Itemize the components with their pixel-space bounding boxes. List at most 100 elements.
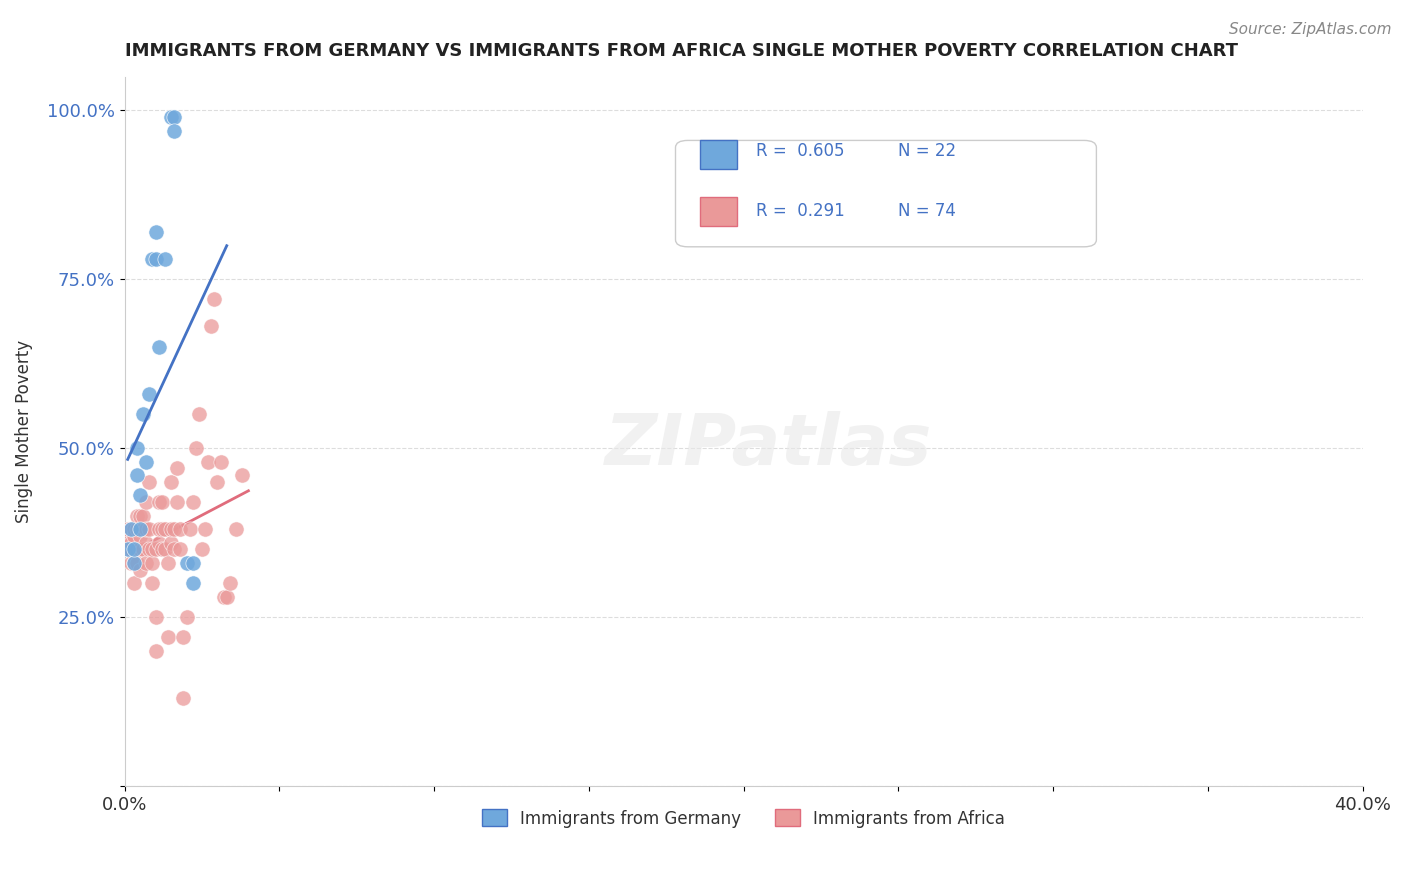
- Point: [132, 542, 155, 557]
- Point: [141, 542, 163, 557]
- Point: [166, 495, 188, 509]
- Point: [135, 522, 157, 536]
- Point: [148, 340, 170, 354]
- Text: ZIPatlas: ZIPatlas: [605, 411, 932, 480]
- Point: [163, 522, 186, 536]
- Point: [122, 576, 145, 591]
- Point: [138, 542, 160, 557]
- Point: [129, 542, 152, 557]
- Y-axis label: Single Mother Poverty: Single Mother Poverty: [15, 340, 32, 523]
- Point: [218, 576, 240, 591]
- Point: [163, 110, 186, 124]
- Point: [122, 522, 145, 536]
- Point: [125, 441, 148, 455]
- Point: [166, 461, 188, 475]
- Text: N = 74: N = 74: [898, 202, 956, 220]
- Point: [129, 522, 152, 536]
- Point: [122, 556, 145, 570]
- Legend: Immigrants from Germany, Immigrants from Africa: Immigrants from Germany, Immigrants from…: [475, 803, 1012, 834]
- Point: [181, 495, 204, 509]
- Point: [132, 407, 155, 421]
- Point: [125, 542, 148, 557]
- Point: [141, 252, 163, 266]
- Point: [120, 542, 142, 557]
- Text: N = 22: N = 22: [898, 142, 956, 160]
- Point: [181, 556, 204, 570]
- Point: [150, 542, 173, 557]
- Point: [145, 610, 167, 624]
- Point: [132, 522, 155, 536]
- Point: [135, 556, 157, 570]
- Point: [225, 522, 247, 536]
- Point: [169, 542, 191, 557]
- Point: [160, 475, 183, 489]
- Point: [153, 252, 176, 266]
- Point: [135, 535, 157, 549]
- Point: [117, 522, 139, 536]
- Point: [197, 454, 219, 468]
- Point: [172, 630, 194, 644]
- Point: [135, 454, 157, 468]
- Point: [153, 522, 176, 536]
- Point: [141, 556, 163, 570]
- Point: [138, 387, 160, 401]
- Point: [145, 542, 167, 557]
- Text: R =  0.291: R = 0.291: [756, 202, 845, 220]
- Point: [129, 563, 152, 577]
- Point: [184, 441, 207, 455]
- Point: [132, 508, 155, 523]
- Point: [200, 319, 222, 334]
- Point: [207, 475, 229, 489]
- Point: [160, 110, 183, 124]
- Point: [122, 542, 145, 557]
- Point: [169, 522, 191, 536]
- Point: [215, 590, 238, 604]
- Text: IMMIGRANTS FROM GERMANY VS IMMIGRANTS FROM AFRICA SINGLE MOTHER POVERTY CORRELAT: IMMIGRANTS FROM GERMANY VS IMMIGRANTS FR…: [125, 42, 1237, 60]
- Point: [231, 468, 253, 483]
- Bar: [700, 197, 737, 226]
- Point: [120, 535, 142, 549]
- Point: [125, 468, 148, 483]
- Point: [138, 475, 160, 489]
- Point: [120, 522, 142, 536]
- Point: [187, 407, 209, 421]
- Point: [150, 495, 173, 509]
- Point: [145, 225, 167, 239]
- Point: [117, 542, 139, 557]
- Point: [122, 556, 145, 570]
- Point: [160, 535, 183, 549]
- Point: [150, 522, 173, 536]
- Point: [129, 488, 152, 502]
- Point: [172, 690, 194, 705]
- Point: [194, 522, 217, 536]
- Point: [120, 522, 142, 536]
- Point: [117, 529, 139, 543]
- Point: [181, 576, 204, 591]
- Point: [122, 529, 145, 543]
- Point: [125, 522, 148, 536]
- Point: [122, 542, 145, 557]
- Point: [209, 454, 232, 468]
- Point: [191, 542, 214, 557]
- Point: [148, 522, 170, 536]
- Point: [176, 556, 198, 570]
- Point: [117, 542, 139, 557]
- Point: [148, 535, 170, 549]
- Point: [125, 508, 148, 523]
- Text: Source: ZipAtlas.com: Source: ZipAtlas.com: [1229, 22, 1392, 37]
- Point: [156, 556, 179, 570]
- Point: [156, 630, 179, 644]
- Point: [129, 508, 152, 523]
- Point: [138, 522, 160, 536]
- Point: [163, 542, 186, 557]
- Point: [141, 576, 163, 591]
- Point: [153, 542, 176, 557]
- Point: [125, 556, 148, 570]
- Point: [179, 522, 201, 536]
- Point: [212, 590, 235, 604]
- Text: R =  0.605: R = 0.605: [756, 142, 845, 160]
- FancyBboxPatch shape: [675, 140, 1097, 247]
- Point: [163, 123, 186, 137]
- Point: [202, 293, 225, 307]
- Point: [145, 643, 167, 657]
